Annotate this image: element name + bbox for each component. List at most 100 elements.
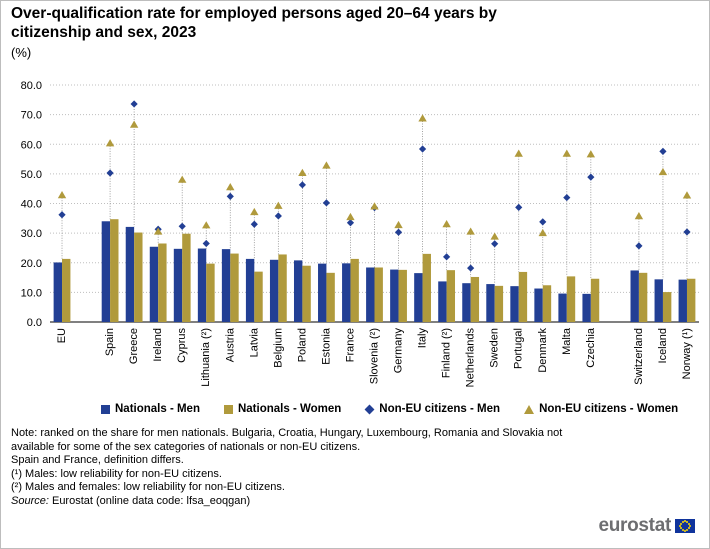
eu-flag-star (687, 527, 690, 530)
marker-noneu-women (442, 220, 451, 228)
eu-flag-star (684, 520, 686, 523)
bar-nationals-women (590, 278, 600, 322)
bar-nationals-women (470, 276, 480, 322)
x-tick-label: Ireland (152, 328, 164, 362)
source-text: Eurostat (online data code: lfsa_eoqgan) (48, 494, 251, 507)
eu-flag-star (688, 525, 691, 527)
marker-noneu-men (202, 239, 210, 248)
marker-noneu-women (153, 227, 163, 235)
bar-nationals-men (293, 260, 303, 322)
marker-noneu-women (346, 212, 355, 221)
bar-nationals-women (686, 278, 696, 322)
x-tick-label: Austria (224, 327, 236, 362)
x-tick-label: Italy (417, 328, 429, 349)
bar-nationals-women (398, 269, 407, 322)
x-tick-label: Greece (128, 328, 140, 364)
bar-nationals-women (302, 265, 311, 322)
marker-noneu-women (322, 161, 331, 169)
bar-nationals-women (326, 272, 335, 322)
x-tick-label: Czechia (585, 327, 597, 368)
marker-noneu-men (274, 212, 282, 220)
bar-nationals-men (462, 283, 471, 322)
bar-nationals-men (510, 286, 519, 322)
bar-nationals-men (269, 259, 279, 322)
bar-nationals-women (62, 258, 71, 322)
bar-nationals-men (582, 293, 591, 322)
marker-noneu-men (587, 173, 595, 181)
chart-plot: 0.0 10.0 20.0 30.0 40.0 50.0 60.0 70.0 80.0 EU Spa… (21, 80, 699, 387)
eu-flag-star (686, 521, 689, 524)
eu-flag-star (679, 525, 682, 527)
bar-nationals-women (518, 271, 528, 322)
marker-noneu-men (178, 222, 186, 230)
y-tick-label: 10.0 (21, 287, 42, 299)
legend-item-noneu-men: Non-EU citizens - Men (364, 403, 500, 415)
bar-nationals-women (638, 272, 648, 322)
source-label: Source: (11, 494, 49, 507)
marker-noneu-men (298, 181, 306, 189)
marker-noneu-men (58, 211, 66, 219)
bar-nationals-men (245, 258, 255, 322)
legend-item-noneu-women: Non-EU citizens - Women (524, 403, 678, 415)
y-tick-label: 0.0 (27, 317, 42, 329)
x-tick-label: Sweden (489, 328, 501, 368)
bar-nationals-men (534, 288, 543, 322)
eu-flag-icon (675, 519, 695, 533)
bar-nationals-men (149, 246, 159, 322)
y-tick-label: 40.0 (21, 199, 42, 211)
marker-noneu-men (467, 264, 475, 272)
bar-nationals-women (350, 258, 359, 322)
bar-nationals-men (438, 281, 447, 322)
marker-noneu-women (129, 120, 139, 128)
bar-nationals-women (110, 219, 119, 322)
bar-nationals-women (134, 232, 143, 322)
legend-swatch-nationals-women (223, 404, 233, 414)
eurostat-logo: eurostat (598, 515, 695, 537)
bar-nationals-men (221, 249, 231, 322)
marker-noneu-men (683, 228, 691, 236)
x-tick-label: Belgium (272, 328, 284, 368)
marker-noneu-women (538, 228, 547, 237)
bar-nationals-men (654, 279, 663, 322)
bar-nationals-women (254, 271, 263, 322)
eurostat-logo-text: eurostat (598, 515, 671, 536)
marker-noneu-women (394, 220, 403, 229)
x-tick-label: Iceland (657, 328, 669, 363)
marker-noneu-men (418, 145, 427, 153)
bar-nationals-men (125, 226, 135, 322)
x-tick-label: Slovenia (²) (369, 328, 381, 384)
eu-flag-star (684, 529, 686, 532)
bar-nationals-men (53, 262, 63, 322)
marker-noneu-women (658, 167, 668, 176)
y-tick-label: 50.0 (21, 169, 42, 181)
marker-noneu-men (635, 242, 643, 250)
y-tick-label: 20.0 (21, 258, 42, 270)
marker-noneu-women (514, 149, 523, 157)
x-tick-label: Switzerland (633, 328, 645, 385)
x-tick-label: EU (56, 328, 68, 343)
legend-swatch-nationals-men (101, 404, 110, 414)
bar-nationals-women (422, 253, 431, 322)
bar-nationals-women (374, 267, 383, 322)
x-tick-label: Denmark (537, 328, 549, 373)
legend-item-nationals-women: Nationals - Women (223, 403, 341, 415)
marker-noneu-men (322, 199, 331, 207)
bar-nationals-women (230, 253, 239, 322)
bar-nationals-men (101, 221, 111, 322)
marker-noneu-men (346, 219, 355, 227)
bar-nationals-women (542, 285, 552, 322)
x-tick-label: Germany (393, 328, 405, 374)
chart-title: Over-qualification rate for employed per… (11, 5, 497, 41)
x-tick-label: Malta (561, 327, 573, 355)
marker-noneu-women (226, 183, 235, 191)
marker-noneu-women (250, 207, 259, 216)
y-tick-label: 60.0 (21, 139, 42, 151)
marker-noneu-women (562, 149, 571, 157)
marker-noneu-men (130, 100, 138, 108)
marker-noneu-men (515, 203, 523, 211)
x-tick-label: Spain (104, 328, 116, 356)
eu-flag-star (680, 522, 683, 525)
marker-noneu-women (57, 191, 67, 199)
x-tick-label: France (344, 328, 356, 362)
marker-noneu-women (418, 114, 427, 122)
